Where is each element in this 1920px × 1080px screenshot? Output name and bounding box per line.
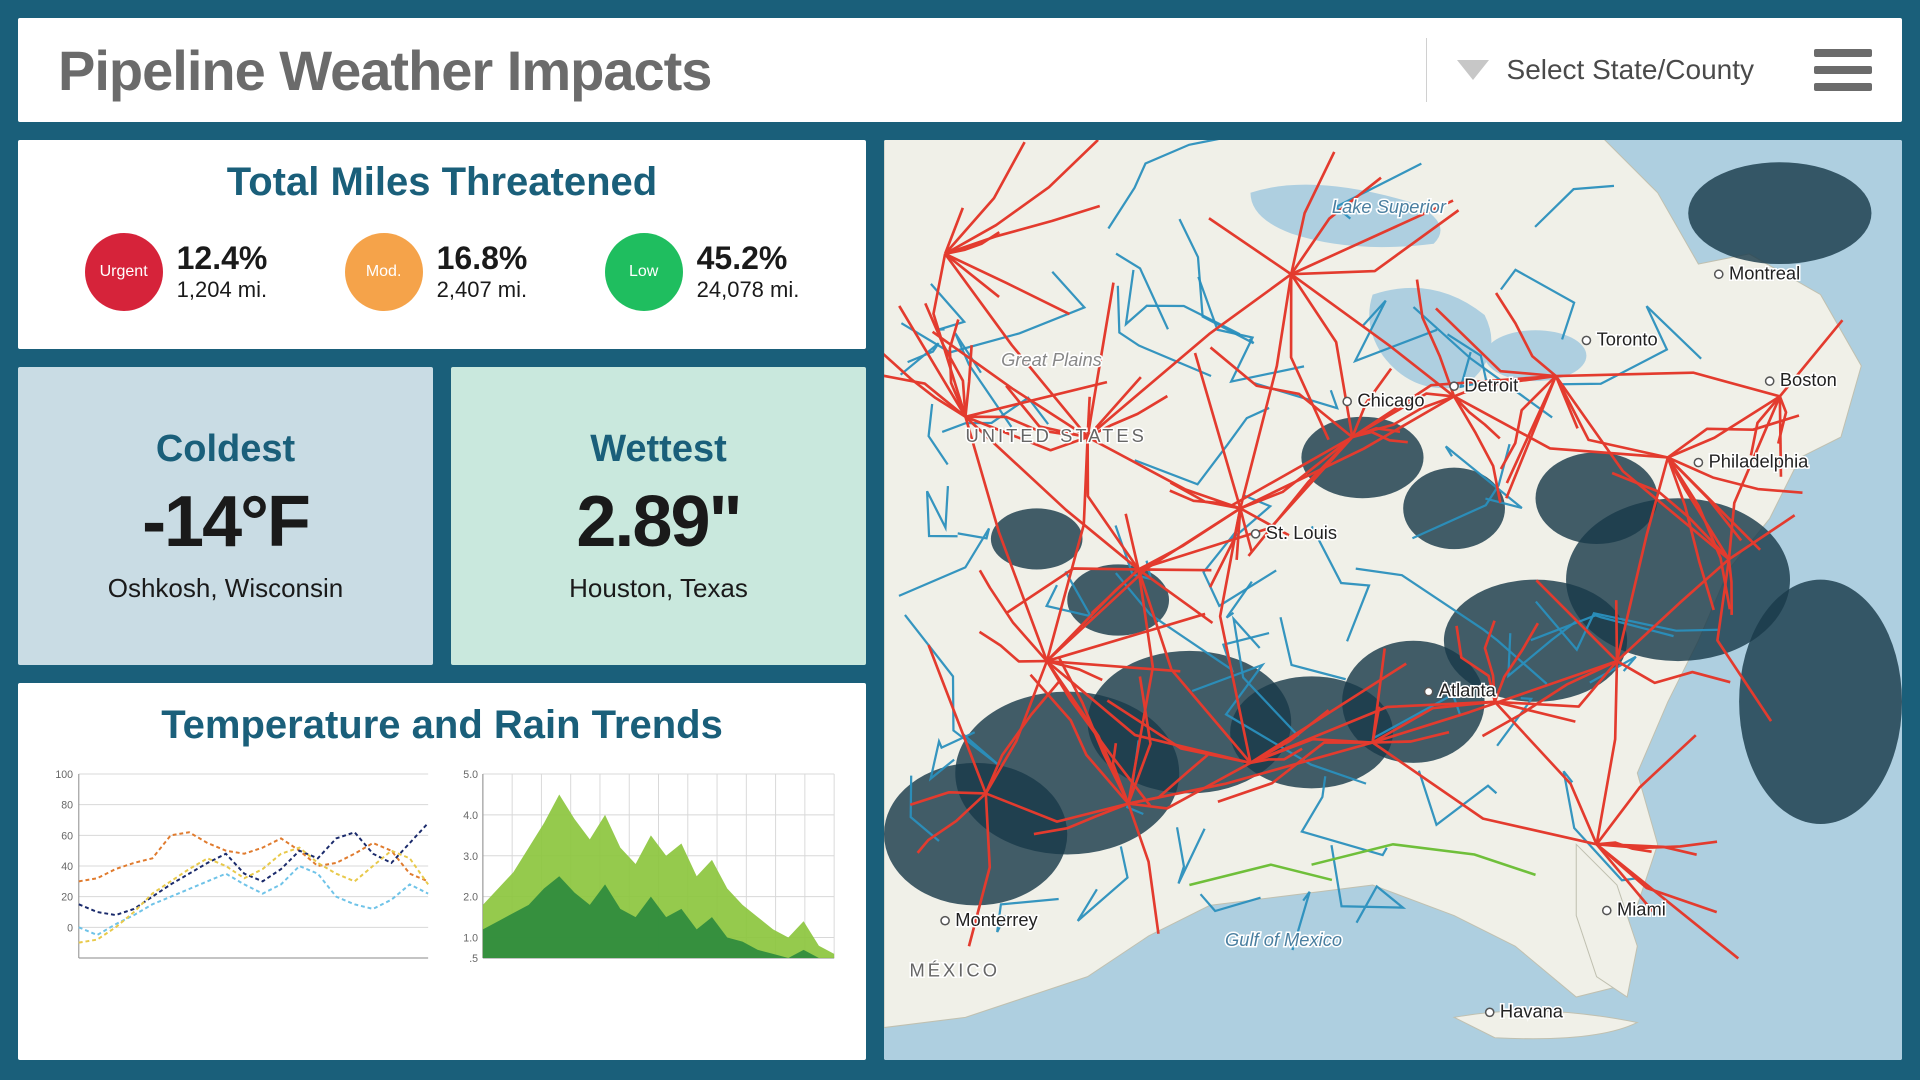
svg-text:20: 20 xyxy=(61,892,73,904)
svg-text:Boston: Boston xyxy=(1780,369,1837,390)
threat-stats: 16.8% 2,407 mi. xyxy=(437,241,528,302)
svg-text:Philadelphia: Philadelphia xyxy=(1709,451,1810,472)
pipeline-map[interactable]: Lake Superior Great Plains UNITED STATES Gu… xyxy=(884,140,1902,1060)
threat-level-badge: Urgent xyxy=(85,233,163,311)
svg-text:80: 80 xyxy=(61,800,73,812)
wettest-label: Wettest xyxy=(590,428,727,471)
threatened-miles-card: Total Miles Threatened Urgent 12.4% 1,20… xyxy=(18,140,866,349)
svg-text:MÉXICO: MÉXICO xyxy=(909,960,1000,981)
svg-text:UNITED STATES: UNITED STATES xyxy=(965,425,1146,446)
svg-text:2.0: 2.0 xyxy=(463,892,478,904)
svg-text:40: 40 xyxy=(61,861,73,873)
svg-text:Toronto: Toronto xyxy=(1597,329,1658,350)
svg-text:1.0: 1.0 xyxy=(463,932,478,944)
menu-button[interactable] xyxy=(1814,49,1872,91)
threat-item: Low 45.2% 24,078 mi. xyxy=(605,233,800,311)
svg-text:4.0: 4.0 xyxy=(463,810,478,822)
svg-text:.5: .5 xyxy=(469,953,478,965)
threat-stats: 12.4% 1,204 mi. xyxy=(177,241,268,302)
page-title: Pipeline Weather Impacts xyxy=(58,38,1426,103)
svg-text:Chicago: Chicago xyxy=(1357,390,1424,411)
svg-text:5.0: 5.0 xyxy=(463,769,478,781)
svg-text:3.0: 3.0 xyxy=(463,851,478,863)
coldest-label: Coldest xyxy=(156,428,295,471)
trends-title: Temperature and Rain Trends xyxy=(46,703,838,748)
wettest-value: 2.89" xyxy=(576,481,740,563)
svg-text:Miami: Miami xyxy=(1617,899,1666,920)
svg-text:Montreal: Montreal xyxy=(1729,262,1800,283)
temperature-chart: 0 20 40 60 80 100 xyxy=(46,766,432,966)
coldest-location: Oshkosh, Wisconsin xyxy=(108,573,344,604)
coldest-card: Coldest -14°F Oshkosh, Wisconsin xyxy=(18,367,433,665)
threat-item: Mod. 16.8% 2,407 mi. xyxy=(345,233,528,311)
svg-text:60: 60 xyxy=(61,830,73,842)
threat-stats: 45.2% 24,078 mi. xyxy=(697,241,800,302)
chevron-down-icon xyxy=(1457,60,1489,80)
svg-text:Great Plains: Great Plains xyxy=(1001,349,1102,370)
svg-text:Havana: Havana xyxy=(1500,1000,1564,1021)
state-select-label: Select State/County xyxy=(1507,54,1754,86)
threat-level-badge: Low xyxy=(605,233,683,311)
svg-text:St. Louis: St. Louis xyxy=(1266,522,1337,543)
header-bar: Pipeline Weather Impacts Select State/Co… xyxy=(18,18,1902,122)
threat-item: Urgent 12.4% 1,204 mi. xyxy=(85,233,268,311)
svg-text:Detroit: Detroit xyxy=(1464,374,1518,395)
rain-chart: .5 1.0 2.0 3.0 4.0 5.0 xyxy=(452,766,838,966)
svg-text:Gulf of Mexico: Gulf of Mexico xyxy=(1225,929,1342,950)
svg-text:100: 100 xyxy=(55,769,73,781)
svg-text:0: 0 xyxy=(67,922,73,934)
wettest-location: Houston, Texas xyxy=(569,573,748,604)
trends-card: Temperature and Rain Trends 0 20 40 60 80 100… xyxy=(18,683,866,1060)
svg-text:Lake Superior: Lake Superior xyxy=(1332,196,1447,217)
svg-text:Monterrey: Monterrey xyxy=(955,909,1038,930)
coldest-value: -14°F xyxy=(142,481,309,563)
svg-text:Atlanta: Atlanta xyxy=(1439,680,1497,701)
threat-level-badge: Mod. xyxy=(345,233,423,311)
state-county-dropdown[interactable]: Select State/County xyxy=(1426,38,1784,102)
threatened-title: Total Miles Threatened xyxy=(46,160,838,205)
wettest-card: Wettest 2.89" Houston, Texas xyxy=(451,367,866,665)
